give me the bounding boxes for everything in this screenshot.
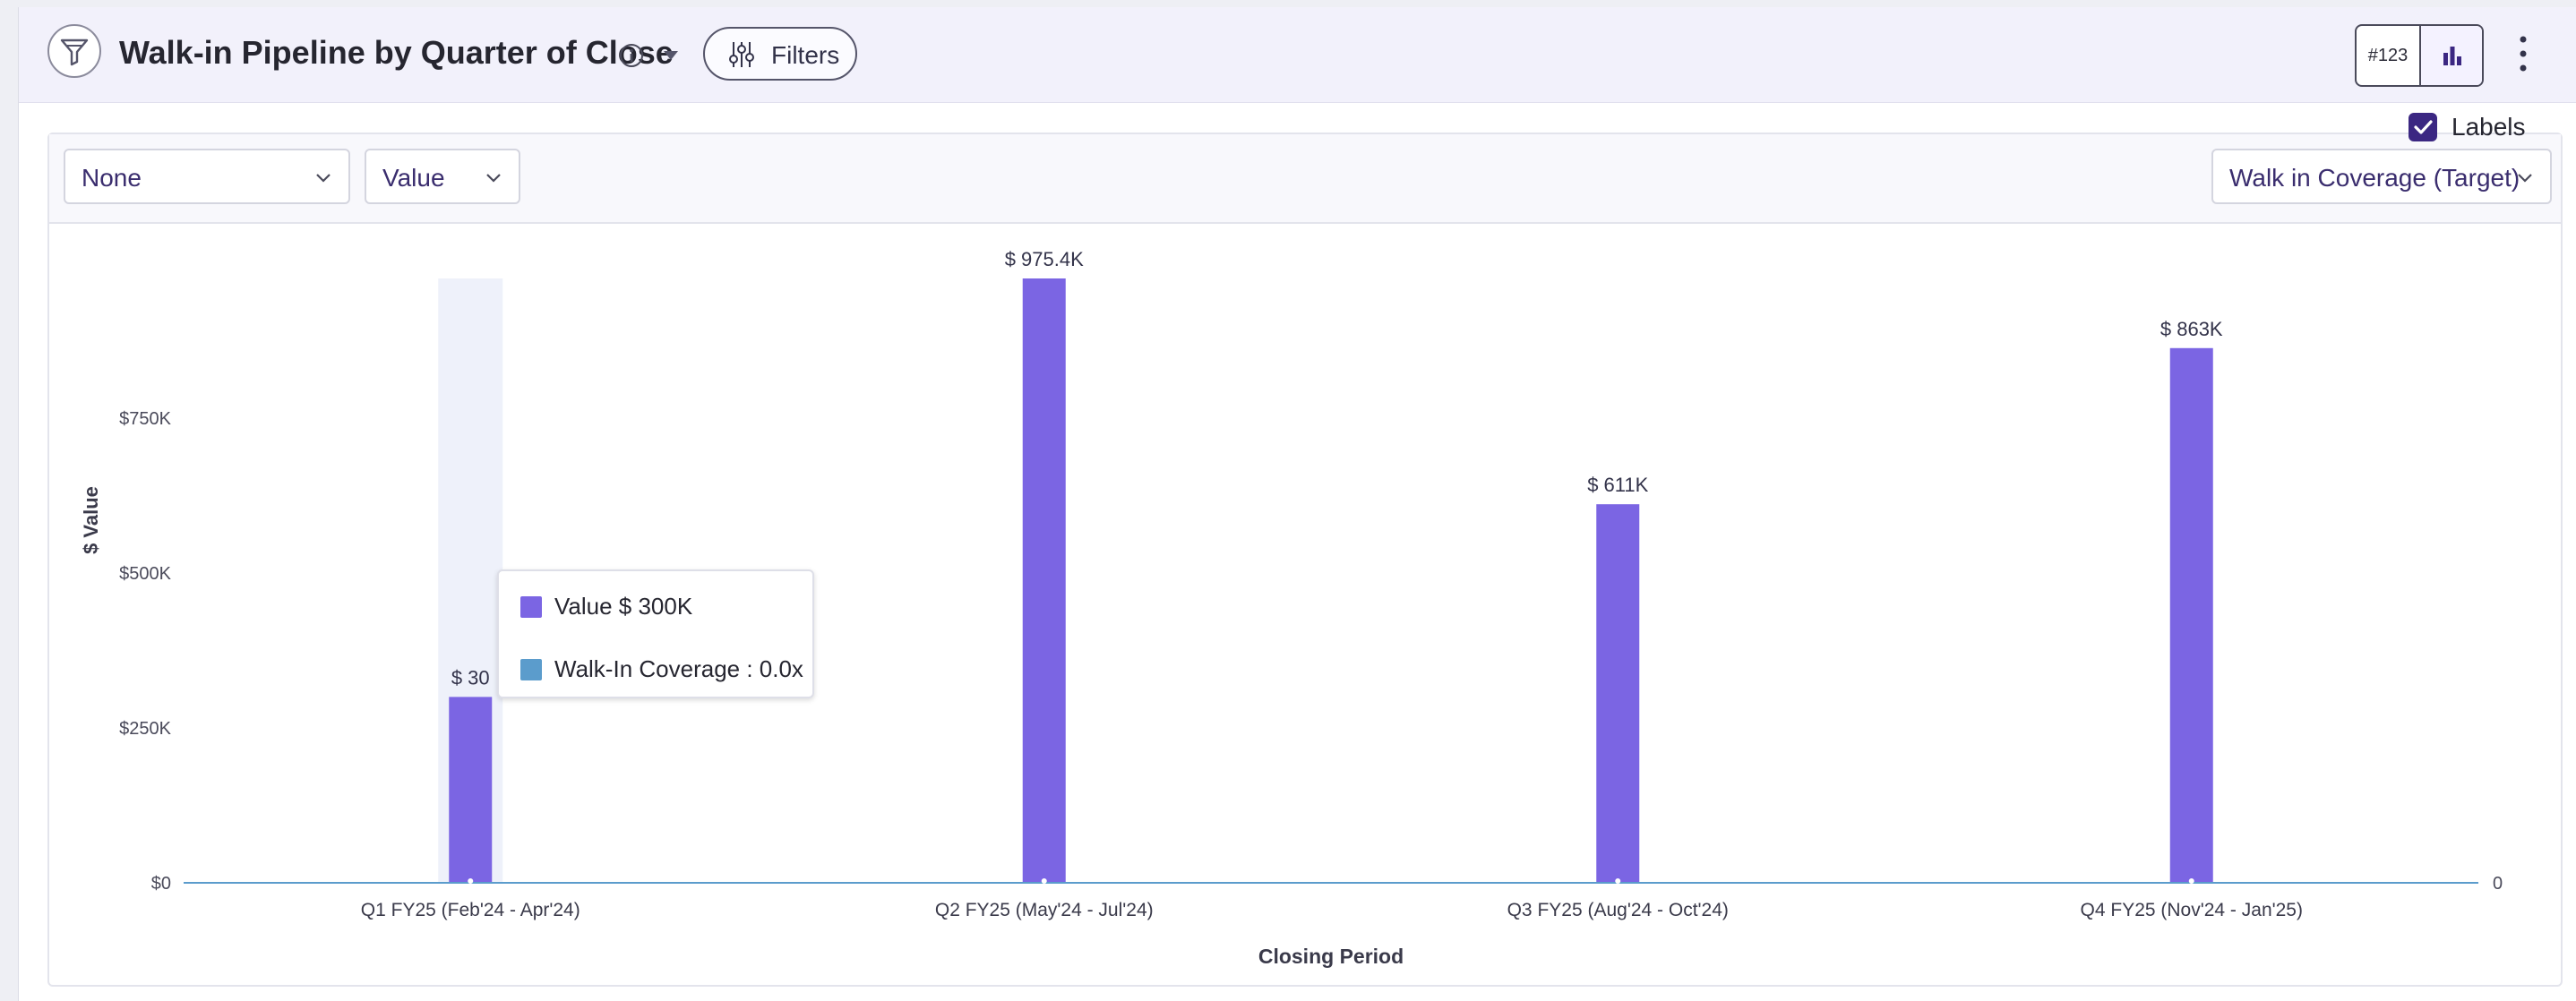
filters-button[interactable]: Filters: [703, 27, 857, 81]
sliders-icon: [729, 42, 754, 67]
bar-data-label: $ 863K: [2160, 318, 2223, 340]
value-bar: [1596, 504, 1640, 883]
filters-label: Filters: [771, 41, 840, 69]
funnel-icon: [47, 24, 101, 78]
kebab-menu-icon[interactable]: [2512, 27, 2534, 81]
coverage-point: [468, 878, 474, 884]
value-bar: [2169, 347, 2213, 884]
bar-data-label: $ 30: [451, 666, 490, 689]
value-swatch: [520, 596, 542, 618]
caret-down-icon[interactable]: [660, 45, 682, 66]
chart-tooltip: Value $ 300K Walk-In Coverage : 0.0x: [497, 569, 814, 698]
y-tick-label: $500K: [119, 564, 171, 584]
labels-checkbox-label: Labels: [2451, 113, 2526, 141]
y-tick-label: $750K: [119, 409, 171, 429]
x-axis-title: Closing Period: [1258, 945, 1404, 968]
overlay-select[interactable]: Walk in Coverage (Target): [2211, 149, 2552, 204]
chevron-down-icon: [316, 174, 331, 183]
value-bar: [449, 697, 493, 883]
x-tick-label: Q4 FY25 (Nov'24 - Jan'25): [2081, 900, 2303, 920]
y-tick-label: $0: [151, 874, 171, 894]
x-tick-label: Q1 FY25 (Feb'24 - Apr'24): [361, 900, 580, 920]
tooltip-value-text: Value $ 300K: [554, 593, 693, 620]
metric-select[interactable]: Value: [365, 149, 520, 204]
group-by-select[interactable]: None: [64, 149, 350, 204]
bar-data-label: $ 611K: [1587, 474, 1648, 496]
bar-chart-icon: [2443, 47, 2461, 65]
coverage-point: [1041, 878, 1047, 884]
coverage-point: [2188, 878, 2194, 884]
y-axis-title: $ Value: [80, 486, 102, 554]
tooltip-coverage-text: Walk-In Coverage : 0.0x: [554, 655, 803, 682]
group-by-value: None: [82, 164, 142, 192]
bar-data-label: $ 975.4K: [1005, 248, 1084, 270]
chart-view-toggle[interactable]: [2421, 26, 2482, 85]
y2-tick-label: 0: [2493, 874, 2503, 894]
number-view-toggle[interactable]: #123: [2357, 26, 2421, 85]
bar-chart: $0 $250K $500K $750K 0 $ Value Closing Period $…: [80, 248, 2503, 968]
y-tick-label: $250K: [119, 719, 171, 739]
value-bar: [1022, 278, 1066, 883]
app-window: Walk-in Pipeline by Quarter of Close Fil…: [18, 7, 2576, 1001]
chevron-down-icon: [486, 174, 501, 183]
coverage-swatch: [520, 659, 542, 680]
chart-toolbar: None Value Walk in Coverage (Target): [49, 134, 2561, 224]
widget-title: Walk-in Pipeline by Quarter of Close: [119, 34, 674, 71]
metric-value: Value: [382, 164, 445, 192]
labels-checkbox[interactable]: Labels: [2409, 109, 2552, 145]
overlay-value: Walk in Coverage (Target): [2229, 164, 2520, 192]
coverage-point: [1615, 878, 1621, 884]
info-icon[interactable]: [617, 41, 646, 70]
widget-header: Walk-in Pipeline by Quarter of Close Fil…: [19, 7, 2576, 103]
x-tick-label: Q2 FY25 (May'24 - Jul'24): [935, 900, 1154, 920]
chevron-down-icon: [2518, 174, 2532, 183]
view-toggle: #123: [2355, 24, 2484, 87]
x-tick-label: Q3 FY25 (Aug'24 - Oct'24): [1507, 900, 1729, 920]
checkbox-checked-icon: [2409, 113, 2437, 141]
